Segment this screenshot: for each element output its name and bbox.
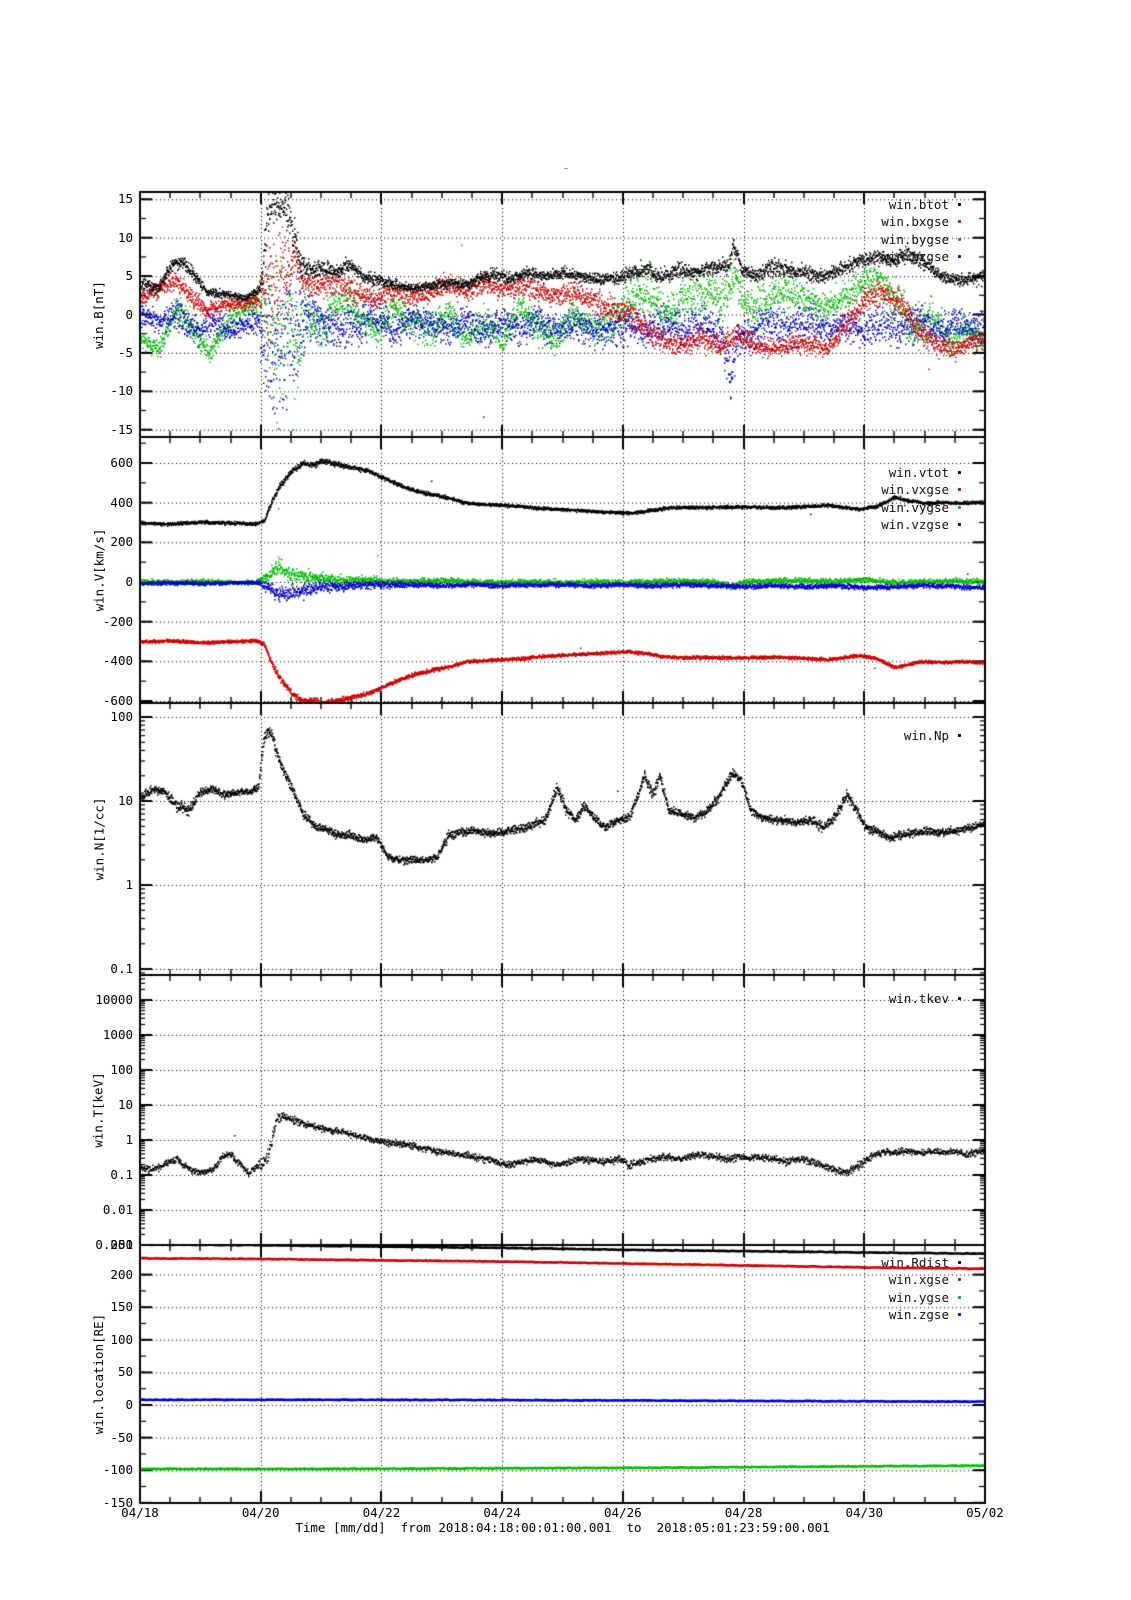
x-tick-label: 04/26 [604, 1505, 642, 1520]
legend-entry: win.vxgse [795, 482, 961, 497]
x-tick-label: 04/22 [362, 1505, 401, 1520]
legend-marker-dot [958, 1313, 961, 1317]
legend-label: win.vxgse [881, 482, 949, 498]
y-axis-title: win.B[nT] [91, 280, 107, 349]
legend-entry: win.ygse [795, 1290, 961, 1305]
y-tick-label: 10 [117, 229, 133, 245]
y-tick-label: 400 [110, 494, 133, 510]
legend-marker-dot [958, 203, 961, 206]
y-tick-label: 250 [110, 1237, 133, 1252]
legend-entry: win.xgse [795, 1272, 961, 1287]
legend-entry: win.zgse [795, 1307, 961, 1322]
x-tick-label: 04/28 [724, 1505, 763, 1520]
figure-title-dash: - [562, 161, 570, 176]
legend-entry: win.vzgse [795, 517, 961, 532]
legend-label: win.bygse [881, 231, 949, 247]
x-tick-label: 04/20 [241, 1505, 280, 1520]
y-tick-label: -600 [102, 693, 133, 709]
legend-entry: win.tkev [795, 991, 961, 1006]
y-tick-label: -400 [102, 653, 133, 669]
legend-marker-dot [958, 1278, 961, 1282]
y-axis-title: win.T[keV] [91, 1072, 107, 1148]
legend-label: win.bzgse [881, 249, 949, 265]
y-axis-title: win.N[1/cc] [91, 797, 107, 881]
legend-marker-dot [958, 505, 961, 509]
y-tick-label: 0.01 [102, 1201, 133, 1217]
legend-label: win.xgse [888, 1272, 949, 1288]
legend-entry: win.Np [795, 728, 961, 743]
x-tick-label: 05/02 [966, 1505, 1004, 1520]
y-tick-label: 600 [110, 454, 133, 470]
legend-entry: win.vygse [795, 500, 961, 515]
legend-label: win.vtot [888, 465, 949, 480]
y-tick-label: 15 [117, 191, 133, 207]
legend-marker-dot [958, 523, 961, 527]
legend-label: win.Np [903, 728, 949, 743]
legend-label: win.tkev [888, 991, 949, 1006]
y-tick-label: 0.1 [110, 1166, 133, 1182]
legend-entry: win.vtot [795, 465, 961, 480]
y-tick-label: 1000 [102, 1026, 133, 1042]
legend-marker-dot [958, 488, 961, 492]
legend-label: win.btot [888, 197, 949, 212]
legend-marker-dot [958, 1295, 961, 1299]
y-tick-label: 0.1 [110, 961, 133, 977]
y-tick-label: -200 [102, 613, 133, 629]
legend-label: win.vygse [881, 499, 949, 515]
x-tick-label: 04/30 [845, 1505, 884, 1520]
y-tick-label: 10000 [95, 991, 133, 1007]
legend-entry: win.Rdist [795, 1255, 961, 1270]
legend-label: win.Rdist [881, 1255, 949, 1270]
legend-label: win.zgse [888, 1307, 949, 1323]
legend-marker-dot [958, 1261, 961, 1264]
legend-marker-dot [958, 734, 961, 737]
x-tick-label: 04/18 [121, 1505, 159, 1520]
y-tick-label: 150 [110, 1299, 133, 1315]
y-tick-label: -10 [110, 383, 133, 399]
legend-marker-dot [958, 255, 961, 259]
legend-entry: win.bxgse [795, 214, 961, 229]
legend-entry: win.bzgse [795, 249, 961, 264]
y-axis-title: win.location[RE] [91, 1313, 107, 1435]
y-tick-label: -15 [110, 421, 133, 437]
legend-marker-dot [958, 997, 961, 1000]
legend-label: win.ygse [888, 1289, 949, 1305]
y-axis-title: win.V[km/s] [91, 528, 107, 612]
x-axis-title: Time [mm/dd] from 2018:04:18:00:01:00.00… [295, 1520, 830, 1535]
legend-marker-dot [958, 237, 961, 241]
legend-label: win.vzgse [881, 517, 949, 533]
y-tick-label: 100 [110, 709, 133, 725]
legend-label: win.bxgse [881, 214, 949, 230]
legend-marker-dot [958, 220, 961, 224]
legend-entry: win.btot [795, 197, 961, 212]
legend-entry: win.bygse [795, 232, 961, 247]
legend-marker-dot [958, 471, 961, 474]
y-tick-label: -100 [102, 1462, 133, 1478]
x-tick-label: 04/24 [483, 1505, 521, 1520]
y-tick-label: 200 [110, 1266, 133, 1282]
